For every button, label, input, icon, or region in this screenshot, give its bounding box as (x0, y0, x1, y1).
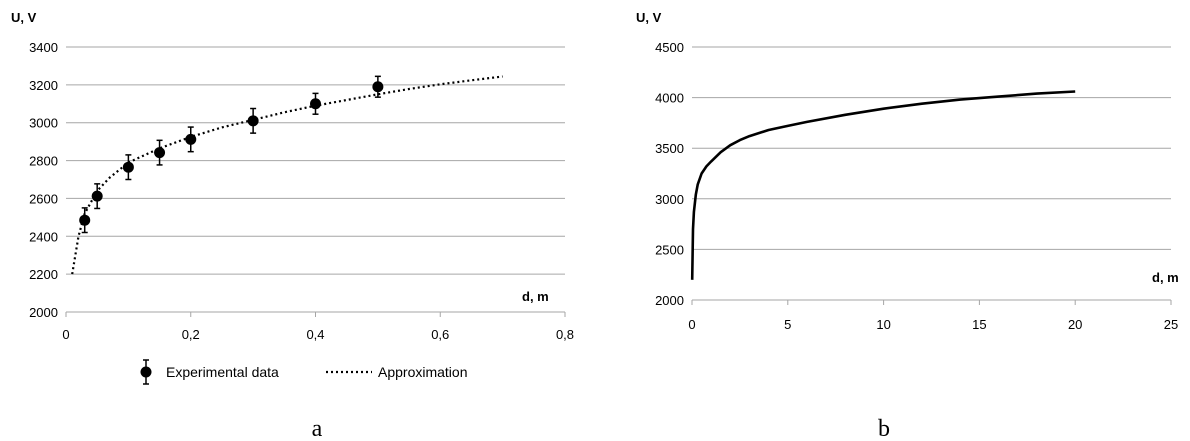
y-tick-label: 3000 (655, 192, 684, 207)
y-tick-label: 2200 (29, 267, 58, 282)
x-tick-label: 5 (784, 317, 791, 332)
x-tick-label: 20 (1068, 317, 1082, 332)
y-tick-label: 2000 (655, 293, 684, 308)
x-tick-label: 0,2 (182, 327, 200, 342)
caption-b: b (878, 416, 890, 441)
caption-a: a (312, 416, 323, 441)
y-tick-label: 3500 (655, 141, 684, 156)
data-point (310, 98, 321, 110)
y-tick-label: 3400 (29, 40, 58, 55)
x-axis-title: d, m (522, 289, 549, 304)
y-tick-label: 4500 (655, 40, 684, 55)
y-tick-label: 2600 (29, 191, 58, 206)
legend-label-approximation: Approximation (378, 364, 468, 380)
x-tick-label: 0,8 (556, 327, 574, 342)
data-point (79, 214, 91, 226)
x-tick-label: 0,6 (431, 327, 449, 342)
x-tick-label: 10 (876, 317, 890, 332)
data-point (247, 115, 259, 127)
x-axis-title: d, m (1152, 270, 1179, 285)
y-tick-label: 2800 (29, 154, 58, 169)
y-tick-label: 2500 (655, 242, 684, 257)
y-tick-label: 2000 (29, 305, 58, 320)
y-tick-label: 2400 (29, 229, 58, 244)
y-axis-title: U, V (11, 10, 37, 25)
x-tick-label: 15 (972, 317, 986, 332)
x-tick-label: 25 (1164, 317, 1178, 332)
x-tick-label: 0 (62, 327, 69, 342)
chart-a: 2000 2200 2400 2600 2800 3000 3200 3400 0 0,2 0,4 0… (11, 10, 574, 441)
y-tick-label: 4000 (655, 91, 684, 106)
voltage-curve (690, 90, 1076, 280)
approximation-line (71, 75, 503, 275)
chart-b: 2000 2500 3000 3500 4000 4500 0 5 10 15 20 25 U, V d,… (636, 10, 1179, 441)
legend-label-experimental: Experimental data (166, 364, 279, 380)
data-point (122, 161, 134, 173)
x-tick-label: 0,4 (306, 327, 324, 342)
legend-marker-point (140, 366, 152, 378)
y-tick-label: 3000 (29, 116, 58, 131)
data-point (372, 81, 384, 93)
y-tick-label: 3200 (29, 78, 58, 93)
data-point (185, 133, 197, 145)
y-axis-title: U, V (636, 10, 662, 25)
data-point (91, 190, 103, 202)
data-point (154, 147, 166, 159)
x-tick-label: 0 (688, 317, 695, 332)
